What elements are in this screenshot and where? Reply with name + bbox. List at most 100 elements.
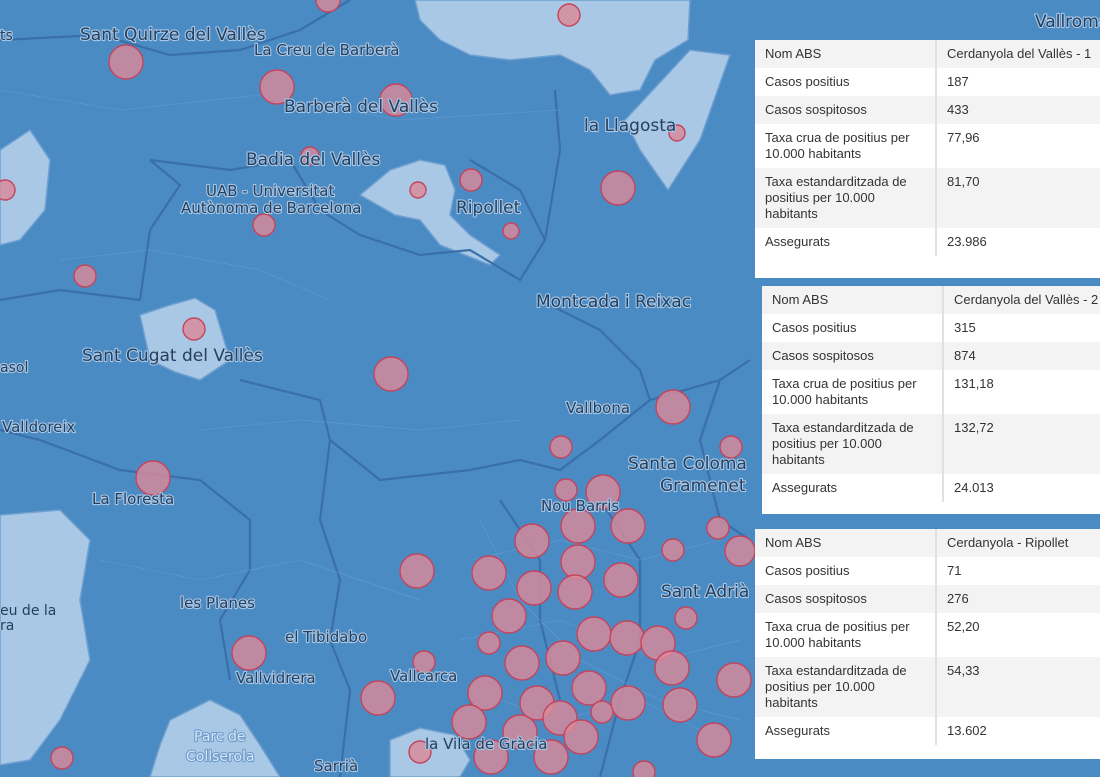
bubble[interactable] bbox=[632, 760, 656, 777]
popup-value: Cerdanyola del Vallès - 1 bbox=[936, 40, 1100, 68]
bubble[interactable] bbox=[502, 714, 538, 750]
bubble[interactable] bbox=[545, 640, 581, 676]
bubble[interactable] bbox=[571, 670, 607, 706]
bubble[interactable] bbox=[471, 555, 507, 591]
bubble[interactable] bbox=[603, 562, 639, 598]
bubble[interactable] bbox=[0, 179, 16, 201]
bubble[interactable] bbox=[451, 704, 487, 740]
label-ripollet: Ripollet bbox=[456, 198, 521, 218]
bubble[interactable] bbox=[557, 3, 581, 27]
bubble[interactable] bbox=[560, 508, 596, 544]
bubble[interactable] bbox=[459, 168, 483, 192]
bubble[interactable] bbox=[655, 389, 691, 425]
bubble[interactable] bbox=[724, 535, 756, 567]
bubble[interactable] bbox=[108, 44, 144, 80]
case-bubbles bbox=[0, 0, 756, 777]
label-vallbona: Vallbona bbox=[566, 399, 630, 417]
popup-value: Cerdanyola - Ripollet bbox=[936, 529, 1100, 557]
bubble[interactable] bbox=[259, 69, 295, 105]
popup-abs-1: Nom ABS Cerdanyola del Vallès - 1 Casos p… bbox=[755, 40, 1100, 278]
bubble[interactable] bbox=[554, 478, 578, 502]
region-left-top bbox=[0, 128, 51, 246]
bubble[interactable] bbox=[557, 574, 593, 610]
region-top-center bbox=[414, 0, 691, 96]
label-la-creu: La Creu de Barberà bbox=[254, 41, 399, 59]
bubble[interactable] bbox=[661, 538, 685, 562]
bubble[interactable] bbox=[491, 598, 527, 634]
popup-key: Taxa crua de positius per 10.000 habitan… bbox=[755, 124, 937, 168]
bubble[interactable] bbox=[609, 620, 645, 656]
bubble[interactable] bbox=[590, 700, 614, 724]
label-montcada: Montcada i Reixac bbox=[536, 292, 691, 312]
bubble[interactable] bbox=[477, 631, 501, 655]
bubble[interactable] bbox=[467, 675, 503, 711]
bubble[interactable] bbox=[600, 170, 636, 206]
popup-value: 131,18 bbox=[943, 370, 1100, 414]
bubble[interactable] bbox=[315, 0, 341, 13]
bubble[interactable] bbox=[549, 435, 573, 459]
popup-value: 315 bbox=[943, 314, 1100, 342]
bubble[interactable] bbox=[73, 264, 97, 288]
bubble[interactable] bbox=[473, 739, 509, 775]
bubble[interactable] bbox=[408, 740, 432, 764]
bubble[interactable] bbox=[560, 544, 596, 580]
bubble[interactable] bbox=[514, 523, 550, 559]
bubble[interactable] bbox=[409, 181, 427, 199]
popup-key: Nom ABS bbox=[762, 286, 944, 314]
bubble[interactable] bbox=[696, 722, 732, 758]
label-sant-adria: Sant Adrià bbox=[661, 582, 749, 602]
bubble[interactable] bbox=[668, 124, 686, 142]
bubble[interactable] bbox=[379, 83, 413, 117]
region-la-llagosta bbox=[624, 49, 732, 192]
popup-key: Nom ABS bbox=[755, 529, 937, 557]
bubble[interactable] bbox=[716, 662, 752, 698]
popup-key: Assegurats bbox=[755, 717, 937, 745]
bubble[interactable] bbox=[585, 474, 621, 510]
bubble[interactable] bbox=[610, 685, 646, 721]
bubble[interactable] bbox=[719, 435, 743, 459]
region-sant-cugat bbox=[139, 297, 231, 381]
label-badia: Badia del Vallès bbox=[246, 150, 380, 170]
popup-value: 52,20 bbox=[936, 613, 1100, 657]
popup-value: 187 bbox=[936, 68, 1100, 96]
bubble[interactable] bbox=[504, 645, 540, 681]
bubble[interactable] bbox=[563, 719, 599, 755]
popup-value: 71 bbox=[936, 557, 1100, 585]
bubble[interactable] bbox=[654, 650, 690, 686]
label-la-vila: la Vila de Gràcia bbox=[425, 735, 547, 753]
bubble[interactable] bbox=[300, 146, 320, 166]
label-sant-cugat: Sant Cugat del Vallès bbox=[82, 346, 263, 366]
bubble[interactable] bbox=[502, 222, 520, 240]
label-ts: ts bbox=[0, 28, 13, 44]
popup-value: 54,33 bbox=[936, 657, 1100, 717]
popup-abs-2: Nom ABS Cerdanyola del Vallès - 2 Casos p… bbox=[762, 286, 1100, 514]
light-regions bbox=[0, 0, 732, 777]
bubble[interactable] bbox=[662, 687, 698, 723]
label-sant-quirze: Sant Quirze del Vallès bbox=[80, 25, 266, 45]
label-la-floresta: La Floresta bbox=[92, 490, 174, 508]
bubble[interactable] bbox=[610, 508, 646, 544]
bubble[interactable] bbox=[252, 213, 276, 237]
popup-value: 276 bbox=[936, 585, 1100, 613]
bubble[interactable] bbox=[412, 650, 436, 674]
bubble[interactable] bbox=[576, 616, 612, 652]
bubble[interactable] bbox=[231, 635, 267, 671]
bubble[interactable] bbox=[135, 460, 171, 496]
bubble[interactable] bbox=[50, 746, 74, 770]
label-les-planes: les Planes bbox=[180, 594, 255, 612]
label-el-tibidabo: el Tibidabo bbox=[285, 628, 367, 646]
popup-key: Casos positius bbox=[755, 68, 937, 96]
bubble[interactable] bbox=[674, 606, 698, 630]
popup-value: 23.986 bbox=[936, 228, 1100, 256]
region-uab bbox=[358, 159, 502, 266]
bubble[interactable] bbox=[399, 553, 435, 589]
bubble[interactable] bbox=[516, 570, 552, 606]
region-left-bottom bbox=[0, 509, 91, 766]
popup-key: Nom ABS bbox=[755, 40, 937, 68]
bubble[interactable] bbox=[706, 516, 730, 540]
bubble[interactable] bbox=[360, 680, 396, 716]
bubble[interactable] bbox=[182, 317, 206, 341]
label-eu-de-la-2: ra bbox=[0, 618, 14, 634]
bubble[interactable] bbox=[373, 356, 409, 392]
bubble[interactable] bbox=[533, 739, 569, 775]
